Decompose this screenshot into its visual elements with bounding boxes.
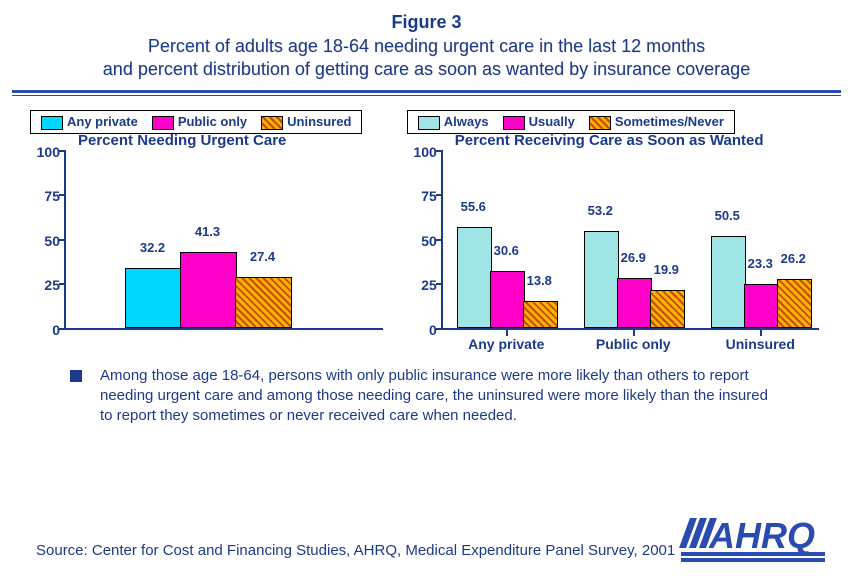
charts-row: Any private Public only Uninsured Percent … xyxy=(0,110,853,330)
right-plot: Percent Receiving Care as Soon as Wanted… xyxy=(407,150,823,330)
y-tick-mark xyxy=(59,283,65,285)
source-line: Source: Center for Cost and Financing St… xyxy=(36,542,675,559)
y-tick-mark xyxy=(436,150,442,152)
legend-item: Usually xyxy=(503,114,575,130)
y-tick-mark xyxy=(436,239,442,241)
legend-item: Always xyxy=(418,114,489,130)
x-category-label: Uninsured xyxy=(726,336,795,352)
left-plot: Percent Needing Urgent Care 025507510032… xyxy=(30,150,387,330)
bar xyxy=(650,290,685,327)
y-tick-label: 25 xyxy=(407,277,437,293)
y-tick-mark xyxy=(59,150,65,152)
bar-label: 26.2 xyxy=(781,251,806,266)
bar xyxy=(235,277,292,328)
bar xyxy=(711,236,746,328)
bar-label: 26.9 xyxy=(621,250,646,265)
bar-label: 32.2 xyxy=(140,240,165,255)
left-chart-panel: Any private Public only Uninsured Percent … xyxy=(30,110,387,330)
y-tick-label: 100 xyxy=(30,144,60,160)
right-chart-panel: Always Usually Sometimes/Never Percent Rec… xyxy=(407,110,823,330)
left-chart-title: Percent Needing Urgent Care xyxy=(78,132,286,149)
bar xyxy=(523,301,558,328)
y-tick-mark xyxy=(59,239,65,241)
legend-swatch xyxy=(41,116,63,130)
legend-swatch xyxy=(152,116,174,130)
legend-item: Public only xyxy=(152,114,247,130)
legend-label: Always xyxy=(444,114,489,129)
right-chart-title: Percent Receiving Care as Soon as Wanted xyxy=(455,132,764,149)
y-tick-mark xyxy=(436,194,442,196)
legend-label: Sometimes/Never xyxy=(615,114,724,129)
legend-item: Any private xyxy=(41,114,138,130)
bar xyxy=(744,284,779,327)
left-legend: Any private Public only Uninsured xyxy=(30,110,362,134)
bar-label: 27.4 xyxy=(250,249,275,264)
y-tick-label: 75 xyxy=(30,188,60,204)
bar xyxy=(180,252,237,328)
legend-swatch xyxy=(589,116,611,130)
ahrq-logo: AHRQ xyxy=(679,508,829,573)
legend-item: Sometimes/Never xyxy=(589,114,724,130)
bar-label: 50.5 xyxy=(715,208,740,223)
bar xyxy=(777,279,812,328)
y-tick-mark xyxy=(59,194,65,196)
bar-label: 55.6 xyxy=(461,199,486,214)
x-category-label: Public only xyxy=(596,336,671,352)
bar xyxy=(490,271,525,327)
bar xyxy=(125,268,182,327)
x-axis xyxy=(64,328,383,330)
bar xyxy=(457,227,492,328)
legend-label: Public only xyxy=(178,114,247,129)
y-tick-label: 0 xyxy=(30,322,60,338)
y-tick-label: 25 xyxy=(30,277,60,293)
bullet-row: Among those age 18-64, persons with only… xyxy=(70,366,783,427)
bar-label: 41.3 xyxy=(195,224,220,239)
bullet-icon xyxy=(70,370,82,382)
x-tick-mark xyxy=(760,330,762,336)
bullet-text: Among those age 18-64, persons with only… xyxy=(100,366,783,427)
x-category-label: Any private xyxy=(468,336,544,352)
y-tick-label: 100 xyxy=(407,144,437,160)
bar-label: 13.8 xyxy=(527,273,552,288)
legend-item: Uninsured xyxy=(261,114,351,130)
legend-swatch xyxy=(418,116,440,130)
figure-number: Figure 3 xyxy=(0,12,853,33)
legend-swatch xyxy=(261,116,283,130)
x-tick-mark xyxy=(506,330,508,336)
legend-swatch xyxy=(503,116,525,130)
bar xyxy=(617,278,652,328)
y-tick-mark xyxy=(436,328,442,330)
y-tick-label: 50 xyxy=(30,233,60,249)
bar-label: 19.9 xyxy=(654,262,679,277)
bar xyxy=(584,231,619,328)
y-tick-label: 0 xyxy=(407,322,437,338)
legend-label: Usually xyxy=(529,114,575,129)
y-tick-label: 75 xyxy=(407,188,437,204)
divider xyxy=(12,90,841,96)
bar-label: 23.3 xyxy=(748,256,773,271)
y-tick-mark xyxy=(436,283,442,285)
y-tick-label: 50 xyxy=(407,233,437,249)
bar-label: 30.6 xyxy=(494,243,519,258)
bar-label: 53.2 xyxy=(588,203,613,218)
figure-title: Percent of adults age 18-64 needing urge… xyxy=(40,35,813,80)
svg-text:AHRQ: AHRQ xyxy=(708,515,815,556)
x-tick-mark xyxy=(633,330,635,336)
y-tick-mark xyxy=(59,328,65,330)
right-legend: Always Usually Sometimes/Never xyxy=(407,110,735,134)
legend-label: Any private xyxy=(67,114,138,129)
legend-label: Uninsured xyxy=(287,114,351,129)
